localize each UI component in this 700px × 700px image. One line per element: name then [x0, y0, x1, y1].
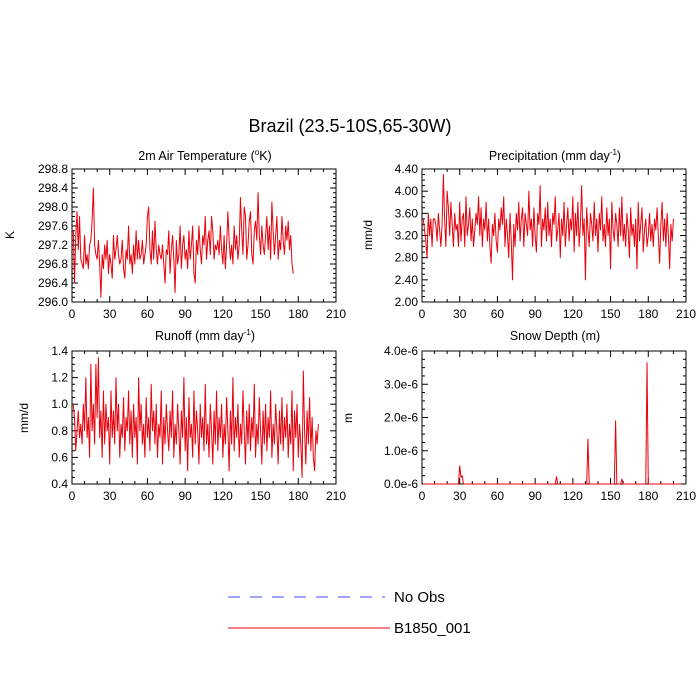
- y-tick-label: 2.0e-6: [384, 411, 418, 425]
- y-tick-label: 4.00: [395, 184, 419, 198]
- x-tick-label: 60: [141, 489, 155, 503]
- x-tick-label: 150: [601, 489, 621, 503]
- panel-title: 2m Air Temperature (oK): [138, 148, 271, 163]
- panel-precipitation: Precipitation (mm day-1) mm/d 0 30 60 90 120…: [361, 148, 696, 321]
- x-tick-label: 210: [676, 489, 696, 503]
- panel-title: Snow Depth (m): [510, 329, 600, 343]
- x-tick-label: 180: [288, 489, 308, 503]
- y-tick-label: 0.8: [51, 424, 68, 438]
- x-tick-label: 210: [326, 489, 346, 503]
- x-tick-label: 180: [638, 307, 658, 321]
- y-tick-label: 1.4: [51, 344, 68, 358]
- panel-snow-depth: Snow Depth (m) m 0 30 60 90 120 150 180 210 0.0e…: [341, 329, 696, 503]
- x-tick-label: 210: [676, 307, 696, 321]
- x-tick-label: 120: [213, 307, 233, 321]
- y-tick-label: 0.0e-6: [384, 477, 418, 491]
- x-tick-label: 120: [213, 489, 233, 503]
- x-tick-label: 0: [69, 307, 76, 321]
- y-tick-label: 298.0: [38, 200, 68, 214]
- x-tick-label: 90: [528, 489, 542, 503]
- x-tick-label: 60: [491, 489, 505, 503]
- series-line-b1850: [72, 187, 294, 298]
- y-tick-label: 3.0e-6: [384, 377, 418, 391]
- y-tick-label: 4.0e-6: [384, 344, 418, 358]
- y-tick-label: 298.4: [38, 181, 68, 195]
- y-tick-label: 1.0: [51, 397, 68, 411]
- y-axis-label: m: [341, 413, 355, 423]
- x-tick-label: 210: [326, 307, 346, 321]
- x-tick-label: 150: [251, 489, 271, 503]
- y-tick-label: 2.80: [395, 251, 419, 265]
- y-tick-label: 0.4: [51, 477, 68, 491]
- y-tick-label: 2.40: [395, 273, 419, 287]
- x-tick-label: 90: [178, 307, 192, 321]
- x-tick-label: 180: [288, 307, 308, 321]
- x-tick-label: 30: [103, 307, 117, 321]
- y-tick-label: 3.20: [395, 229, 419, 243]
- x-tick-label: 30: [103, 489, 117, 503]
- x-tick-label: 90: [178, 489, 192, 503]
- x-tick-label: 120: [563, 307, 583, 321]
- legend-label-no-obs: No Obs: [394, 589, 445, 606]
- figure-title: Brazil (23.5-10S,65-30W): [248, 116, 451, 136]
- x-tick-label: 60: [141, 307, 155, 321]
- x-tick-label: 150: [601, 307, 621, 321]
- x-tick-label: 0: [419, 489, 426, 503]
- x-tick-label: 0: [69, 489, 76, 503]
- x-tick-label: 90: [528, 307, 542, 321]
- x-tick-label: 30: [453, 489, 467, 503]
- series-line-b1850: [423, 362, 681, 485]
- legend-label-b1850: B1850_001: [394, 620, 471, 637]
- y-tick-label: 3.60: [395, 206, 419, 220]
- y-tick-label: 1.2: [51, 371, 68, 385]
- x-tick-label: 180: [638, 489, 658, 503]
- series-line-b1850: [422, 174, 674, 281]
- x-tick-label: 30: [453, 307, 467, 321]
- series-line-b1850: [72, 357, 319, 478]
- y-tick-label: 296.8: [38, 257, 68, 271]
- panel-air-temperature: 2m Air Temperature (oK) K 0 30 60 90 120 150 1…: [3, 148, 346, 321]
- panel-runoff: Runoff (mm day-1) mm/d 0 30 60 90 120 150 180 2…: [17, 328, 346, 503]
- y-tick-label: 0.6: [51, 450, 68, 464]
- panel-title: Runoff (mm day-1): [155, 328, 255, 343]
- y-tick-label: 296.0: [38, 295, 68, 309]
- y-tick-label: 1.0e-6: [384, 444, 418, 458]
- y-axis-label: mm/d: [361, 220, 375, 250]
- y-tick-label: 296.4: [38, 276, 68, 290]
- legend: No Obs B1850_001: [228, 589, 471, 637]
- x-tick-label: 150: [251, 307, 271, 321]
- y-tick-label: 297.2: [38, 238, 68, 252]
- x-tick-label: 60: [491, 307, 505, 321]
- y-tick-label: 2.00: [395, 295, 419, 309]
- panel-title: Precipitation (mm day-1): [489, 148, 621, 163]
- y-tick-label: 298.8: [38, 162, 68, 176]
- y-tick-label: 297.6: [38, 219, 68, 233]
- x-tick-label: 120: [563, 489, 583, 503]
- y-axis-label: K: [3, 231, 17, 239]
- y-tick-label: 4.40: [395, 162, 419, 176]
- y-axis-label: mm/d: [17, 403, 31, 433]
- x-tick-label: 0: [419, 307, 426, 321]
